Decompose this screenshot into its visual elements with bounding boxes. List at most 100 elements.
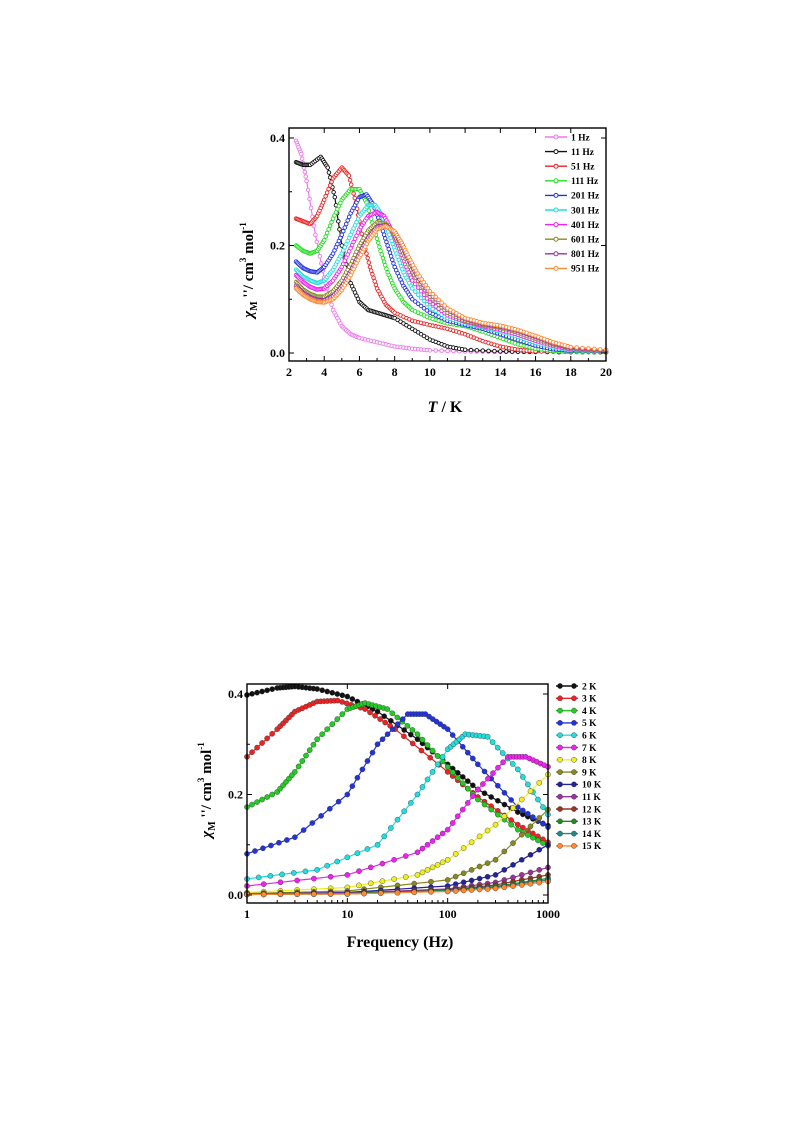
data-point: [474, 348, 480, 353]
data-point: [362, 706, 368, 712]
data-point: [381, 232, 387, 237]
data-point: [385, 243, 390, 248]
data-point: [254, 689, 260, 696]
legend-label: 201 Hz: [571, 192, 600, 202]
data-point: [311, 891, 317, 897]
data-point: [379, 252, 385, 257]
data-point: [292, 834, 298, 841]
data-point: [394, 889, 401, 896]
data-point: [460, 870, 467, 877]
data-point: [264, 687, 270, 694]
data-point: [423, 283, 429, 288]
data-point: [459, 780, 466, 786]
data-point: [384, 731, 391, 738]
legend-entry: 11 Hz: [545, 148, 595, 158]
data-point: [501, 813, 508, 820]
data-point: [299, 758, 306, 764]
data-point: [434, 761, 441, 768]
data-point: [510, 840, 516, 846]
data-point: [391, 857, 397, 863]
data-point: [580, 345, 585, 351]
data-point: [342, 225, 348, 230]
data-point: [401, 808, 407, 815]
data-point: [361, 890, 367, 897]
data-point: [359, 231, 365, 237]
chart1-ylabel-rest: ''/ cm: [199, 782, 215, 822]
data-point: [492, 857, 499, 863]
chart1-ylabel-chi: χ: [199, 830, 215, 840]
data-point: [383, 236, 388, 241]
data-point: [424, 841, 431, 848]
legend-marker: [553, 192, 559, 198]
data-point: [429, 838, 436, 844]
data-point: [364, 758, 371, 764]
data-point: [501, 867, 508, 873]
data-point: [401, 727, 407, 733]
data-point: [344, 854, 351, 861]
data-point: [494, 744, 501, 751]
data-point: [294, 877, 300, 884]
data-point: [508, 797, 514, 803]
data-point: [382, 719, 388, 726]
data-point: [503, 349, 509, 354]
data-point: [292, 769, 298, 775]
data-point: [268, 842, 274, 849]
data-point: [501, 790, 508, 796]
legend-entry: 401 Hz: [545, 221, 600, 231]
data-point: [367, 709, 373, 716]
data-point: [470, 755, 476, 762]
data-point: [421, 298, 427, 304]
data-point: [414, 736, 421, 743]
legend-marker: [553, 207, 559, 213]
data-point: [329, 179, 334, 185]
data-point: [367, 880, 374, 887]
data-point: [277, 879, 284, 886]
data-point: [260, 881, 267, 887]
data-point: [527, 869, 534, 876]
chart0-ylabel-sub: M: [249, 301, 260, 311]
data-point: [309, 820, 316, 826]
data-point: [424, 867, 431, 873]
data-point: [430, 301, 436, 307]
data-point: [379, 878, 386, 884]
data-point: [490, 770, 496, 776]
data-point: [518, 796, 525, 803]
chart0-y-tick-label: 0.0: [270, 346, 285, 360]
data-point: [535, 837, 541, 844]
data-point: [540, 840, 546, 846]
data-point: [325, 165, 330, 170]
data-point: [535, 796, 541, 803]
data-point: [419, 845, 426, 852]
data-point: [484, 733, 491, 740]
data-point: [269, 686, 275, 692]
data-point: [525, 781, 531, 788]
chart1-legend: 2 K 3 K 4 K 5 K 6 K 7 K 8 K 9 K 10 K 11 K 12 K 13 K…: [556, 682, 602, 852]
chart0-x-tick-label: 6: [356, 365, 362, 379]
chart0-x-tick-label: 10: [424, 365, 436, 379]
data-point: [421, 305, 427, 311]
data-point: [433, 294, 439, 300]
data-point: [411, 889, 418, 896]
chart0-series-301-Hz: [293, 202, 609, 355]
data-point: [449, 820, 456, 826]
data-point: [439, 348, 444, 353]
legend-entry: 14 K: [556, 830, 602, 840]
data-point: [311, 223, 317, 229]
legend-entry: 51 Hz: [545, 163, 595, 173]
data-point: [410, 278, 415, 283]
legend-marker: [557, 781, 563, 788]
data-point: [418, 303, 424, 309]
data-point: [284, 837, 290, 843]
data-point: [356, 868, 362, 874]
legend-label: 7 K: [582, 744, 597, 754]
data-point: [351, 191, 356, 196]
data-point: [527, 852, 534, 858]
data-point: [530, 834, 536, 841]
data-point: [339, 711, 346, 717]
chart1-y-tick-label: 0.0: [228, 888, 243, 902]
data-point: [335, 798, 342, 805]
data-point: [402, 874, 409, 880]
data-point: [326, 227, 331, 232]
legend-entry: 5 K: [556, 719, 597, 729]
